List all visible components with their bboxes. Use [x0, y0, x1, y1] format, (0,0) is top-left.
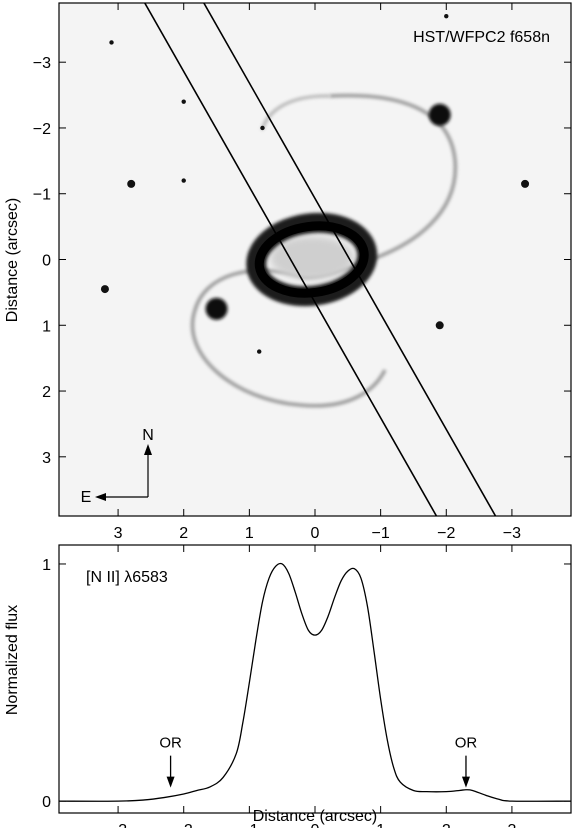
star-point	[127, 179, 136, 188]
central-ring	[246, 212, 378, 307]
slit-line	[143, 3, 438, 516]
image-panel: HST/WFPC2 f658n N E 3 2 1 0 −1 −2 −3−3−2−10123…	[4, 2, 572, 542]
profile-xtick-label: 3	[507, 822, 516, 828]
stars	[100, 13, 530, 354]
star-point	[257, 349, 262, 354]
profile-series-line	[59, 562, 571, 802]
profile-xtick-label: −1	[240, 822, 258, 828]
compass-east-label: E	[81, 489, 92, 506]
profile-xtick-label: −2	[175, 822, 193, 828]
image-ytick-label: 1	[42, 318, 51, 335]
inner-nebulosity	[270, 236, 354, 280]
profile-annotation: [N II] λ6583	[86, 569, 168, 586]
north-arrowhead-icon	[144, 444, 152, 455]
profile-ytick-label: 1	[42, 557, 51, 574]
compass-north-label: N	[142, 427, 154, 444]
star-point	[428, 103, 451, 126]
profile-xtick-label: −3	[109, 822, 127, 828]
slit-lines	[143, 3, 497, 516]
image-ytick-label: −2	[33, 121, 51, 138]
central-ring-core	[254, 221, 369, 298]
profile-ticks: −3 −2 −1 0 1 2 3 0 1	[42, 545, 571, 828]
image-ytick-label: 0	[42, 253, 51, 270]
or-marker-label: OR	[159, 735, 182, 752]
profile-xlabel: Distance (arcsec)	[253, 808, 377, 825]
outer-shell-upper-left	[260, 94, 331, 131]
or-marker-arrowhead-icon	[166, 776, 175, 788]
image-ylabel: Distance (arcsec)	[4, 198, 21, 322]
star-point	[100, 285, 109, 294]
star-point	[109, 40, 114, 45]
profile-xtick-label: 2	[442, 822, 451, 828]
star-point	[181, 178, 186, 183]
profile-xtick-label: 1	[376, 822, 385, 828]
star-point	[260, 125, 265, 131]
star-point	[181, 99, 186, 104]
image-ytick-label: −1	[33, 187, 51, 204]
image-xtick-label: 0	[311, 525, 320, 542]
star-point	[435, 321, 444, 330]
compass: N E	[81, 427, 154, 506]
profile-ytick-label: 0	[42, 794, 51, 811]
image-xtick-label: 1	[245, 525, 254, 542]
image-title: HST/WFPC2 f658n	[413, 29, 550, 46]
image-xtick-label: −3	[503, 525, 521, 542]
or-marker-label: OR	[455, 735, 478, 752]
image-xtick-label: −1	[372, 525, 390, 542]
or-marker-arrowhead-icon	[461, 776, 470, 788]
image-xtick-label: 2	[179, 525, 188, 542]
star-point	[521, 179, 530, 188]
image-ticks: 3 2 1 0 −1 −2 −3 −3 −2 −1 0 1 2 3	[33, 3, 571, 542]
star-point	[205, 297, 228, 320]
image-ytick-label: 2	[42, 384, 51, 401]
or-markers: OR OR	[159, 735, 477, 788]
profile-panel: [N II] λ6583 OR OR −3 −2 −1 0 1 2 3 0 1 Distance …	[4, 544, 572, 828]
slit-line	[202, 3, 497, 516]
image-xtick-label: 3	[114, 525, 123, 542]
image-ytick-label: 3	[42, 450, 51, 467]
star-point	[444, 13, 449, 19]
image-ytick-label: −3	[33, 55, 51, 72]
profile-panel-background	[59, 545, 571, 813]
profile-xtick-label: 0	[311, 822, 320, 828]
profile-ylabel: Normalized flux	[4, 605, 21, 715]
image-xtick-label: −2	[437, 525, 455, 542]
east-arrowhead-icon	[95, 493, 106, 501]
